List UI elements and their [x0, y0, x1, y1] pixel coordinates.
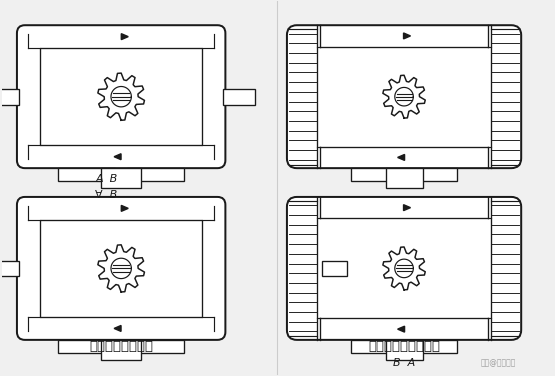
Bar [386, 168, 422, 188]
FancyBboxPatch shape [17, 25, 225, 168]
Polygon shape [383, 75, 425, 118]
Polygon shape [403, 33, 411, 39]
Bar [127, 168, 184, 181]
Bar [322, 261, 347, 276]
Bar [386, 340, 422, 360]
Polygon shape [114, 326, 121, 331]
Polygon shape [397, 326, 405, 332]
Polygon shape [395, 87, 413, 106]
FancyBboxPatch shape [287, 25, 521, 168]
Polygon shape [111, 258, 132, 279]
Text: 单作用（弹簧返回）: 单作用（弹簧返回） [368, 340, 440, 353]
Polygon shape [403, 205, 411, 211]
Bar [404, 168, 457, 181]
Polygon shape [383, 247, 425, 290]
Bar [351, 340, 404, 353]
Text: 头条@暖通南社: 头条@暖通南社 [481, 358, 516, 367]
Bar [101, 168, 141, 188]
Bar [127, 340, 184, 353]
Bar [101, 340, 141, 360]
Polygon shape [397, 155, 405, 161]
Polygon shape [114, 154, 121, 160]
Bar [404, 340, 457, 353]
Polygon shape [98, 73, 144, 120]
FancyBboxPatch shape [17, 197, 225, 340]
Bar [0, 261, 19, 276]
Polygon shape [395, 259, 413, 277]
Bar [0, 89, 19, 105]
Bar [351, 168, 404, 181]
Text: ∀  B: ∀ B [95, 190, 118, 200]
Text: 双作用（无弹簧）: 双作用（无弹簧） [89, 340, 153, 353]
Bar [58, 340, 115, 353]
Polygon shape [122, 205, 128, 211]
Polygon shape [122, 34, 128, 39]
Polygon shape [111, 86, 132, 107]
Bar [40, 220, 203, 317]
Bar [58, 168, 115, 181]
FancyBboxPatch shape [287, 197, 521, 340]
Text: B  A: B A [393, 358, 415, 368]
Bar [224, 89, 255, 105]
Polygon shape [98, 245, 144, 292]
Text: A  B: A B [95, 174, 118, 184]
Bar [40, 48, 203, 145]
